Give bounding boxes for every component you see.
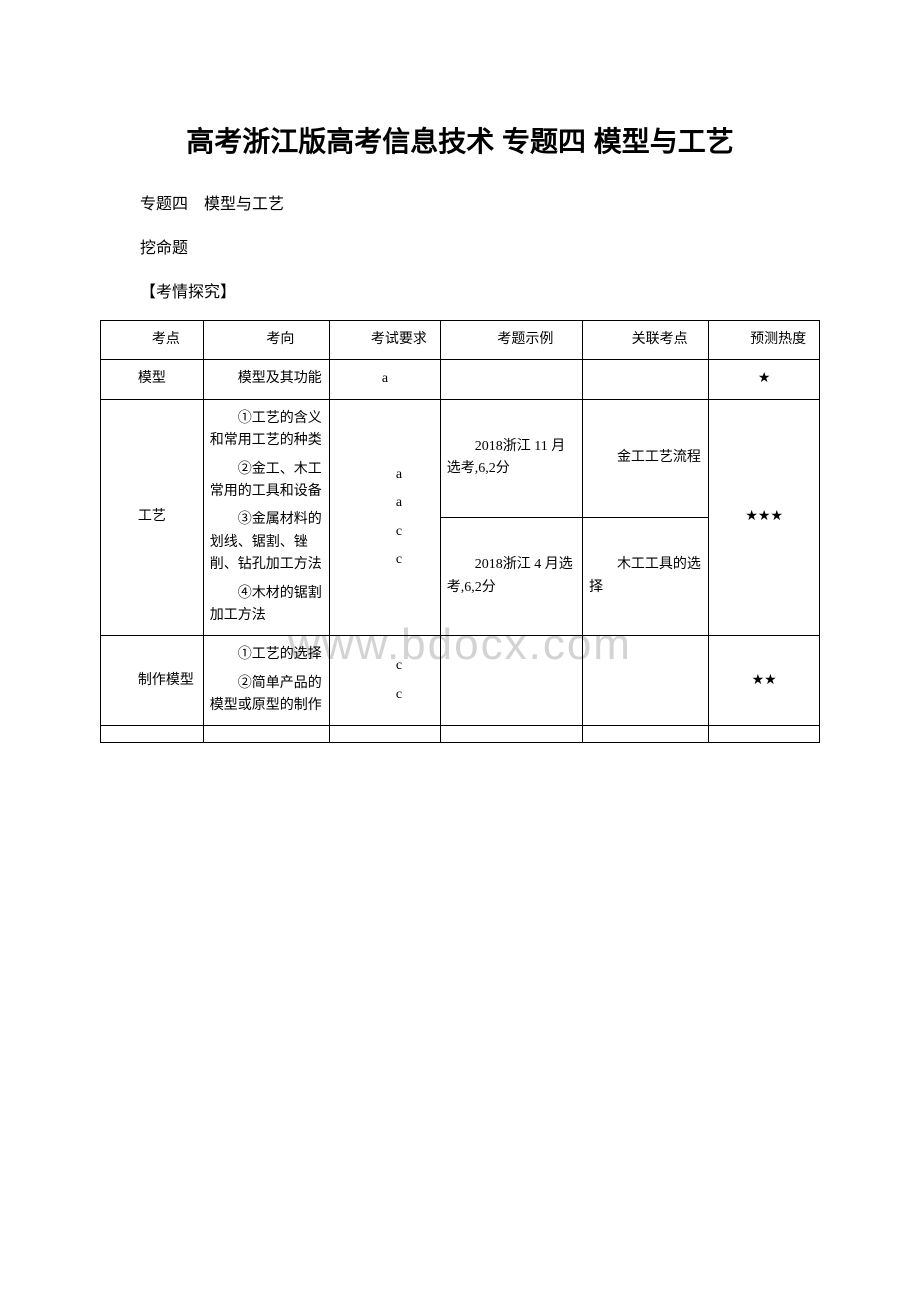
- header-cell: 考点: [101, 321, 204, 360]
- table-cell: ★★★: [709, 399, 820, 636]
- table-cell: [582, 726, 708, 743]
- cell-item: c: [336, 521, 434, 543]
- table-cell: ①工艺的选择 ②简单产品的模型或原型的制作: [203, 636, 329, 726]
- subtitle: 专题四 模型与工艺: [100, 190, 820, 214]
- cell-item: ①工艺的含义和常用工艺的种类: [210, 408, 323, 453]
- table-row: 工艺 ①工艺的含义和常用工艺的种类 ②金工、木工常用的工具和设备 ③金属材料的划…: [101, 399, 820, 517]
- header-cell: 关联考点: [582, 321, 708, 360]
- table-cell: [709, 726, 820, 743]
- table-cell: [440, 360, 582, 399]
- cell-item: ③金属材料的划线、锯割、锉削、钻孔加工方法: [210, 509, 323, 576]
- exam-table: 考点 考向 考试要求 考题示例 关联考点 预测热度 模型 模型及其功能 a ★ …: [100, 320, 820, 743]
- table-cell: [203, 726, 329, 743]
- page-title: 高考浙江版高考信息技术 专题四 模型与工艺: [100, 120, 820, 160]
- cell-item: a: [336, 492, 434, 514]
- cell-item: ①工艺的选择: [210, 644, 323, 666]
- table-cell: ★: [709, 360, 820, 399]
- table-cell: [582, 636, 708, 726]
- header-cell: 考试要求: [330, 321, 441, 360]
- table-row: 模型 模型及其功能 a ★: [101, 360, 820, 399]
- table-cell: [582, 360, 708, 399]
- cell-item: ②金工、木工常用的工具和设备: [210, 459, 323, 504]
- header-cell: 预测热度: [709, 321, 820, 360]
- table-cell: [440, 726, 582, 743]
- table-cell: 2018浙江 11 月选考,6,2分: [440, 399, 582, 517]
- table-cell: a: [330, 360, 441, 399]
- table-row: 制作模型 ①工艺的选择 ②简单产品的模型或原型的制作 c c ★★: [101, 636, 820, 726]
- table-cell: [330, 726, 441, 743]
- table-cell: 制作模型: [101, 636, 204, 726]
- cell-item: a: [336, 464, 434, 486]
- table-row: [101, 726, 820, 743]
- section-label: 挖命题: [100, 234, 820, 258]
- cell-item: c: [336, 549, 434, 571]
- cell-item: c: [336, 655, 434, 677]
- table-cell: ①工艺的含义和常用工艺的种类 ②金工、木工常用的工具和设备 ③金属材料的划线、锯…: [203, 399, 329, 636]
- cell-item: c: [336, 684, 434, 706]
- header-cell: 考向: [203, 321, 329, 360]
- table-cell: 模型: [101, 360, 204, 399]
- header-cell: 考题示例: [440, 321, 582, 360]
- table-cell: 2018浙江 4 月选考,6,2分: [440, 518, 582, 636]
- cell-item: ②简单产品的模型或原型的制作: [210, 673, 323, 718]
- table-cell: 工艺: [101, 399, 204, 636]
- table-cell: 木工工具的选择: [582, 518, 708, 636]
- table-cell: [101, 726, 204, 743]
- table-header-row: 考点 考向 考试要求 考题示例 关联考点 预测热度: [101, 321, 820, 360]
- table-cell: ★★: [709, 636, 820, 726]
- section-heading: 【考情探究】: [100, 278, 820, 302]
- table-cell: [440, 636, 582, 726]
- table-cell: a a c c: [330, 399, 441, 636]
- cell-item: ④木材的锯割加工方法: [210, 583, 323, 628]
- table-cell: 金工工艺流程: [582, 399, 708, 517]
- table-cell: 模型及其功能: [203, 360, 329, 399]
- table-cell: c c: [330, 636, 441, 726]
